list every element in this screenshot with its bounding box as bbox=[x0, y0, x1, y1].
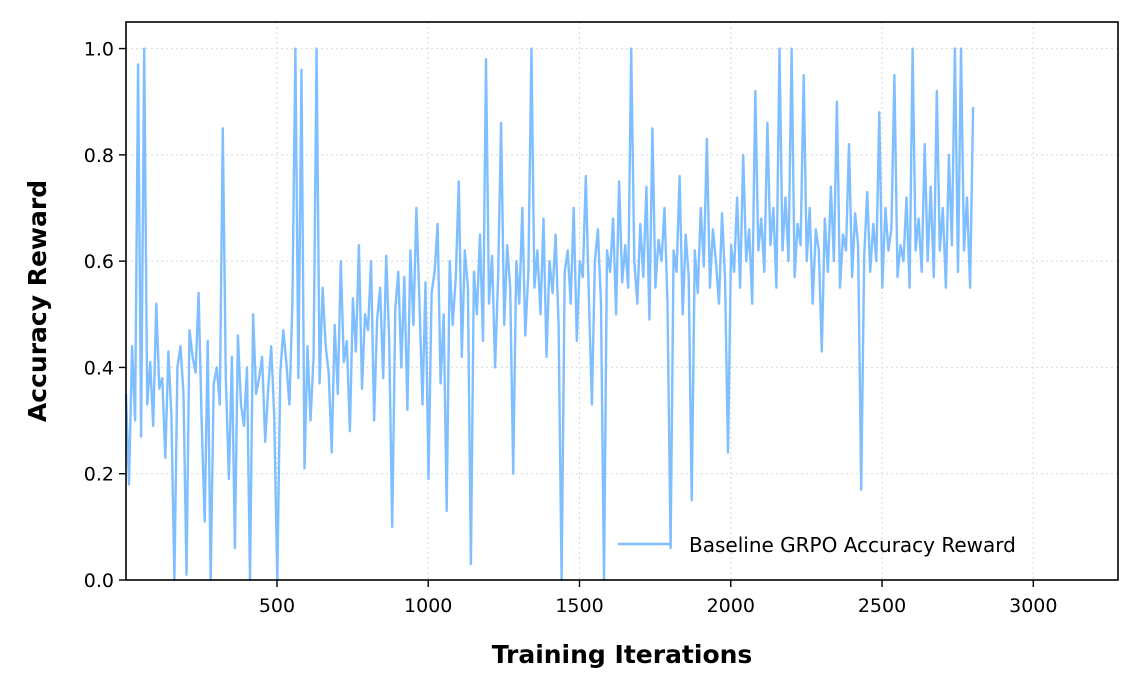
x-tick-label: 1000 bbox=[404, 595, 452, 617]
x-tick-label: 2500 bbox=[858, 595, 906, 617]
y-tick-label: 0.0 bbox=[84, 570, 114, 592]
y-tick-label: 0.4 bbox=[84, 357, 114, 379]
series-line bbox=[124, 47, 975, 582]
x-axis: 500 1000 1500 2000 2500 3000 bbox=[259, 580, 1057, 617]
x-axis-title: Training Iterations bbox=[492, 640, 753, 669]
plot-frame bbox=[125, 21, 1119, 581]
legend: Baseline GRPO Accuracy Reward bbox=[618, 533, 1016, 557]
x-tick-label: 500 bbox=[259, 595, 295, 617]
y-tick-label: 0.6 bbox=[84, 251, 114, 273]
x-tick-label: 2000 bbox=[707, 595, 755, 617]
y-axis-title: Accuracy Reward bbox=[23, 180, 52, 422]
x-tick-label: 1500 bbox=[555, 595, 603, 617]
y-tick-label: 1.0 bbox=[84, 39, 114, 61]
y-axis: 0.0 0.2 0.4 0.6 0.8 1.0 bbox=[84, 39, 126, 592]
series-layer bbox=[124, 47, 975, 582]
y-tick-label: 0.2 bbox=[84, 464, 114, 486]
legend-label: Baseline GRPO Accuracy Reward bbox=[689, 533, 1016, 557]
y-tick-label: 0.8 bbox=[84, 145, 114, 167]
x-tick-label: 3000 bbox=[1009, 595, 1057, 617]
